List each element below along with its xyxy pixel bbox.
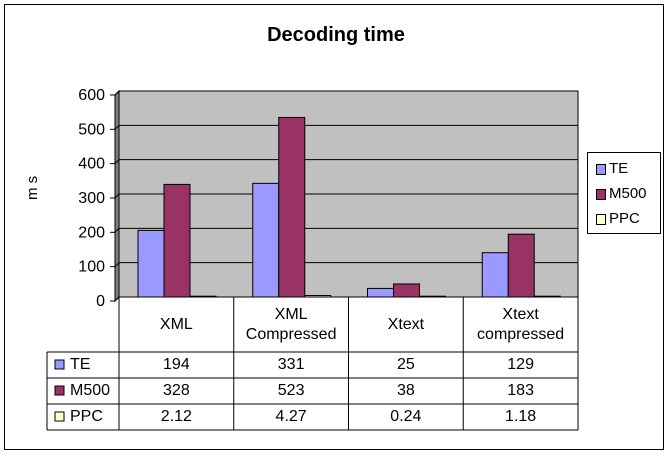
gridline-side bbox=[114, 296, 120, 302]
bar-te bbox=[481, 252, 509, 298]
data-label: 194 bbox=[163, 356, 190, 373]
bar-ppc bbox=[304, 295, 332, 298]
y-tick-label: 200 bbox=[78, 224, 105, 241]
data-label: 523 bbox=[277, 382, 305, 399]
y-tick-label: 100 bbox=[78, 259, 105, 276]
data-label: 129 bbox=[507, 356, 534, 373]
y-tick-label: 300 bbox=[78, 190, 105, 207]
legend-swatch bbox=[596, 189, 606, 200]
table-swatch bbox=[54, 385, 65, 396]
bar-ppc bbox=[419, 295, 446, 298]
table-swatch bbox=[54, 359, 65, 370]
table-series-name: M500 bbox=[70, 382, 111, 399]
gridline-side bbox=[114, 124, 120, 130]
bar-ppc bbox=[533, 295, 561, 298]
data-label: 1.18 bbox=[505, 408, 537, 425]
y-tick-label: 0 bbox=[96, 293, 105, 310]
chart-title: Decoding time bbox=[267, 24, 405, 46]
bar-m500 bbox=[278, 116, 306, 298]
data-label: 331 bbox=[277, 356, 305, 373]
y-tick-label: 400 bbox=[78, 156, 105, 173]
bar-m500 bbox=[393, 283, 420, 298]
legend: TE M500 PPC bbox=[587, 152, 661, 234]
legend-label: PPC bbox=[609, 210, 640, 227]
table-series-name: TE bbox=[70, 356, 91, 373]
bar-te bbox=[137, 229, 165, 298]
data-label: 25 bbox=[396, 356, 415, 373]
table-swatch bbox=[54, 411, 65, 422]
data-label: 0.24 bbox=[390, 408, 422, 425]
y-tick-label: 600 bbox=[78, 87, 105, 104]
x-tick-label: XML Compressed bbox=[245, 305, 337, 343]
bar-te bbox=[252, 182, 280, 298]
gridline-side bbox=[114, 262, 120, 268]
x-tick-label: Xtext compressed bbox=[477, 305, 565, 343]
data-label: 2.12 bbox=[160, 408, 192, 425]
bar-te bbox=[367, 287, 394, 298]
gridline-side bbox=[114, 193, 120, 199]
gridline-side bbox=[114, 90, 120, 96]
x-tick-label: XML bbox=[159, 315, 193, 333]
bar-m500 bbox=[507, 233, 535, 298]
legend-label: TE bbox=[609, 160, 629, 177]
legend-swatch bbox=[596, 164, 606, 175]
bar-m500 bbox=[163, 183, 191, 298]
data-label: 328 bbox=[163, 382, 190, 399]
data-label: 183 bbox=[507, 382, 534, 399]
gridline-side bbox=[114, 227, 120, 233]
legend-label: M500 bbox=[609, 185, 647, 202]
data-label: 4.27 bbox=[275, 408, 307, 425]
x-tick-label: Xtext bbox=[387, 315, 425, 333]
legend-swatch bbox=[596, 214, 606, 225]
data-label: 38 bbox=[396, 382, 415, 399]
table-series-name: PPC bbox=[70, 408, 103, 425]
y-tick-label: 500 bbox=[78, 121, 105, 138]
bar-ppc bbox=[189, 295, 217, 298]
gridline-side bbox=[114, 159, 120, 165]
